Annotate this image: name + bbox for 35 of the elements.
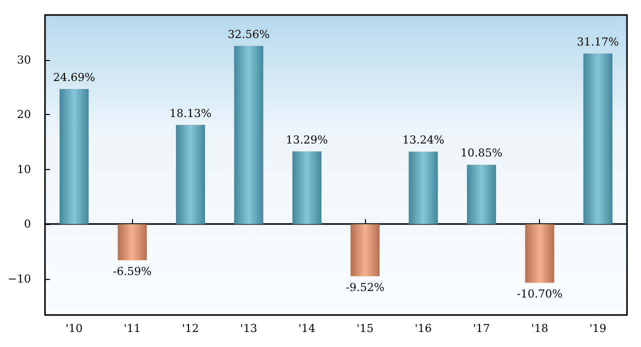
x-tick-label: '15 <box>356 322 374 335</box>
bar <box>292 151 322 224</box>
bar <box>60 88 89 224</box>
data-label: 13.29% <box>286 133 328 146</box>
x-tick-label: '19 <box>589 322 606 335</box>
bar <box>408 152 438 224</box>
x-tick-label: '17 <box>472 322 490 335</box>
x-tick-label: '10 <box>66 322 83 335</box>
data-label: 18.13% <box>170 106 212 120</box>
data-label: 13.24% <box>402 134 444 147</box>
y-tick-label: 30 <box>17 53 31 66</box>
data-label: -6.59% <box>112 265 152 278</box>
bar <box>176 124 206 224</box>
x-tick-label: '12 <box>182 322 200 335</box>
bar <box>466 164 496 224</box>
x-tick-label: '16 <box>414 322 432 335</box>
x-tick-label: '14 <box>298 322 316 335</box>
y-tick-label: 20 <box>17 108 31 122</box>
data-label: 31.17% <box>576 35 619 48</box>
data-label: -9.52% <box>346 281 384 294</box>
x-tick-label: '18 <box>531 322 548 335</box>
bar <box>350 224 380 276</box>
data-label: 10.85% <box>460 146 502 160</box>
bar <box>583 53 612 224</box>
bar <box>118 224 147 260</box>
data-label: -10.70% <box>516 288 563 301</box>
data-label: 24.69% <box>53 70 96 84</box>
bar <box>234 46 264 224</box>
bar <box>525 224 554 283</box>
y-tick-label: 0 <box>24 218 31 231</box>
x-tick-label: '11 <box>124 322 141 335</box>
y-tick-label: 10 <box>17 162 31 176</box>
y-tick-label: −10 <box>8 272 31 286</box>
x-tick-label: '13 <box>240 322 258 335</box>
data-label: 32.56% <box>228 28 270 41</box>
